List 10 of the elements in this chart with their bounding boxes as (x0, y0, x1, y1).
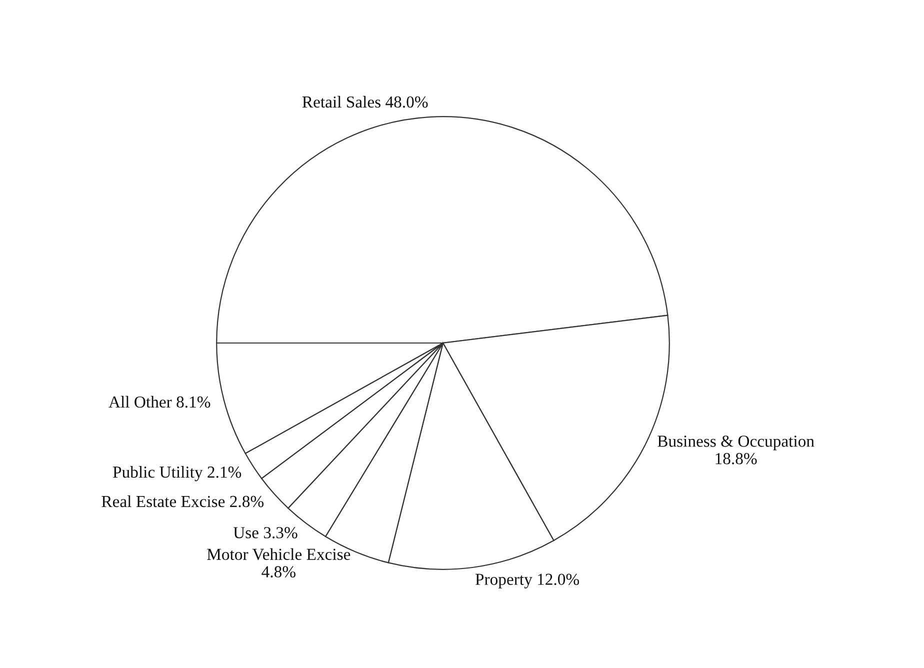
slice-label: Retail Sales 48.0% (302, 96, 428, 108)
slice-label: Motor Vehicle Excise (207, 548, 350, 560)
slice-label: Business & Occupation (658, 436, 814, 450)
data-label: 18.8% (716, 453, 757, 464)
slice-label: Public Utility 2.1% (112, 466, 242, 482)
slice-label: All Other 8.1% (108, 396, 210, 408)
slice-label: Real Estate Excise 2.8% (102, 495, 264, 508)
slice-label: Use 3.3% (233, 527, 298, 538)
data-label: 4.8% (262, 566, 296, 578)
slice-label: Property 12.0% (475, 574, 580, 588)
